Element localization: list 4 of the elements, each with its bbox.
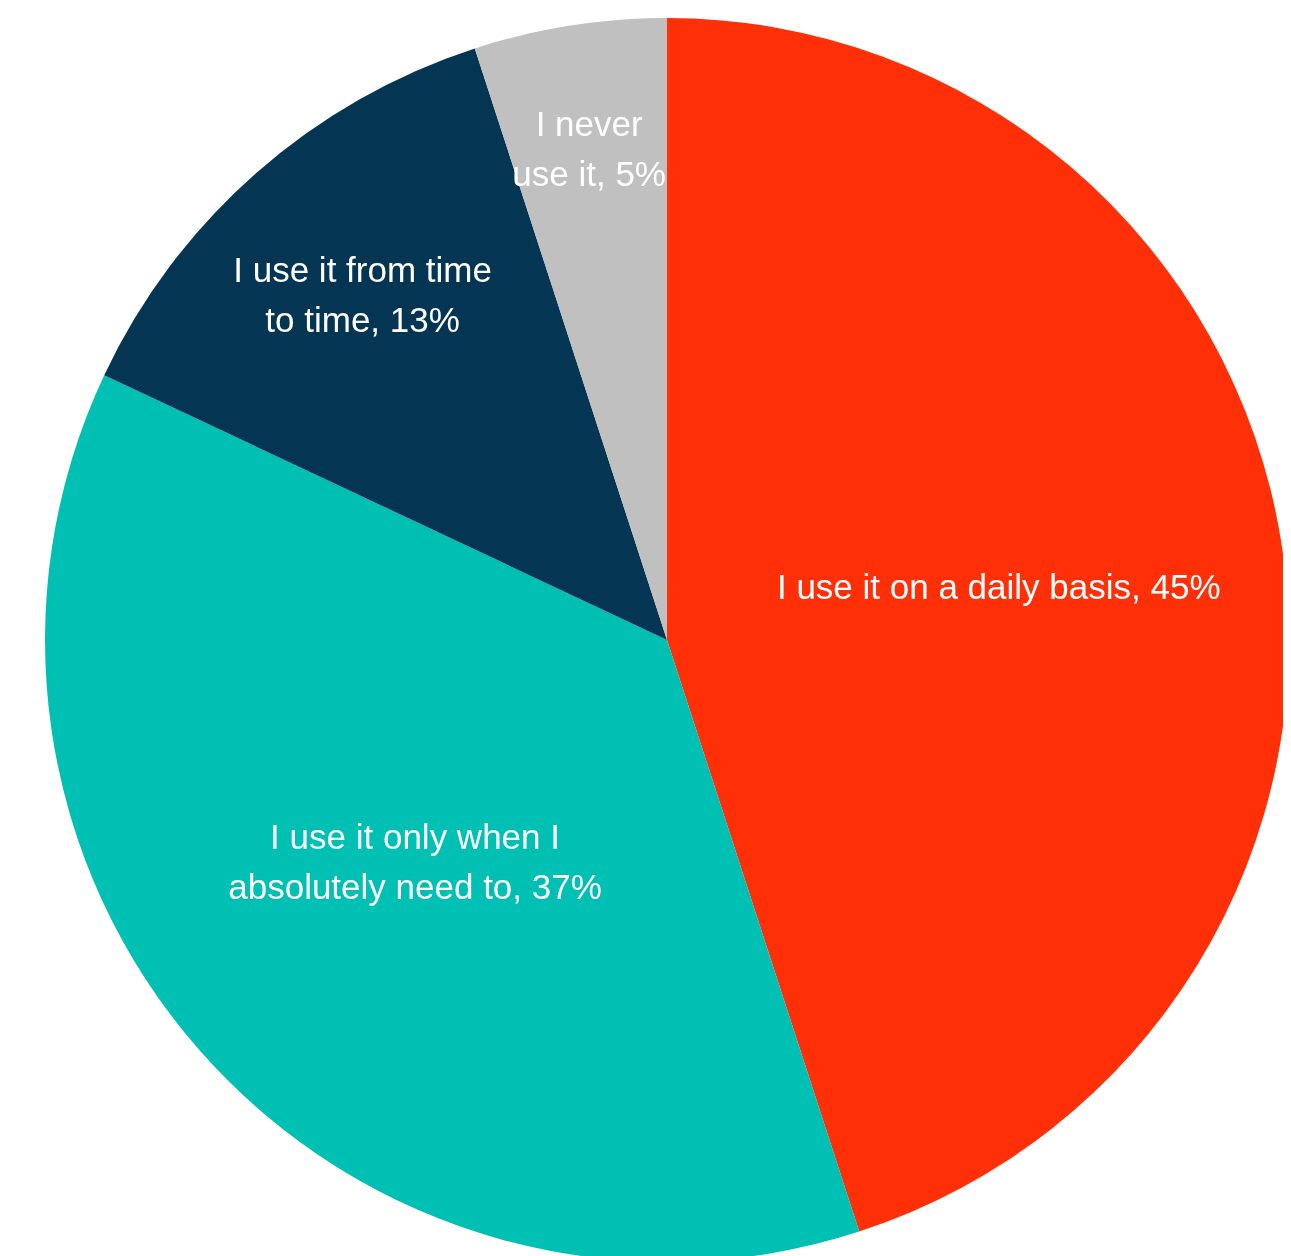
slice-label: I use it on a daily basis, 45% xyxy=(776,566,1221,609)
slice-label: I use it only when I absolutely need to, 37% xyxy=(227,816,603,909)
slice-label: I use it from time to time, 13% xyxy=(232,248,493,341)
slice-label: I never use it, 5% xyxy=(511,102,667,195)
